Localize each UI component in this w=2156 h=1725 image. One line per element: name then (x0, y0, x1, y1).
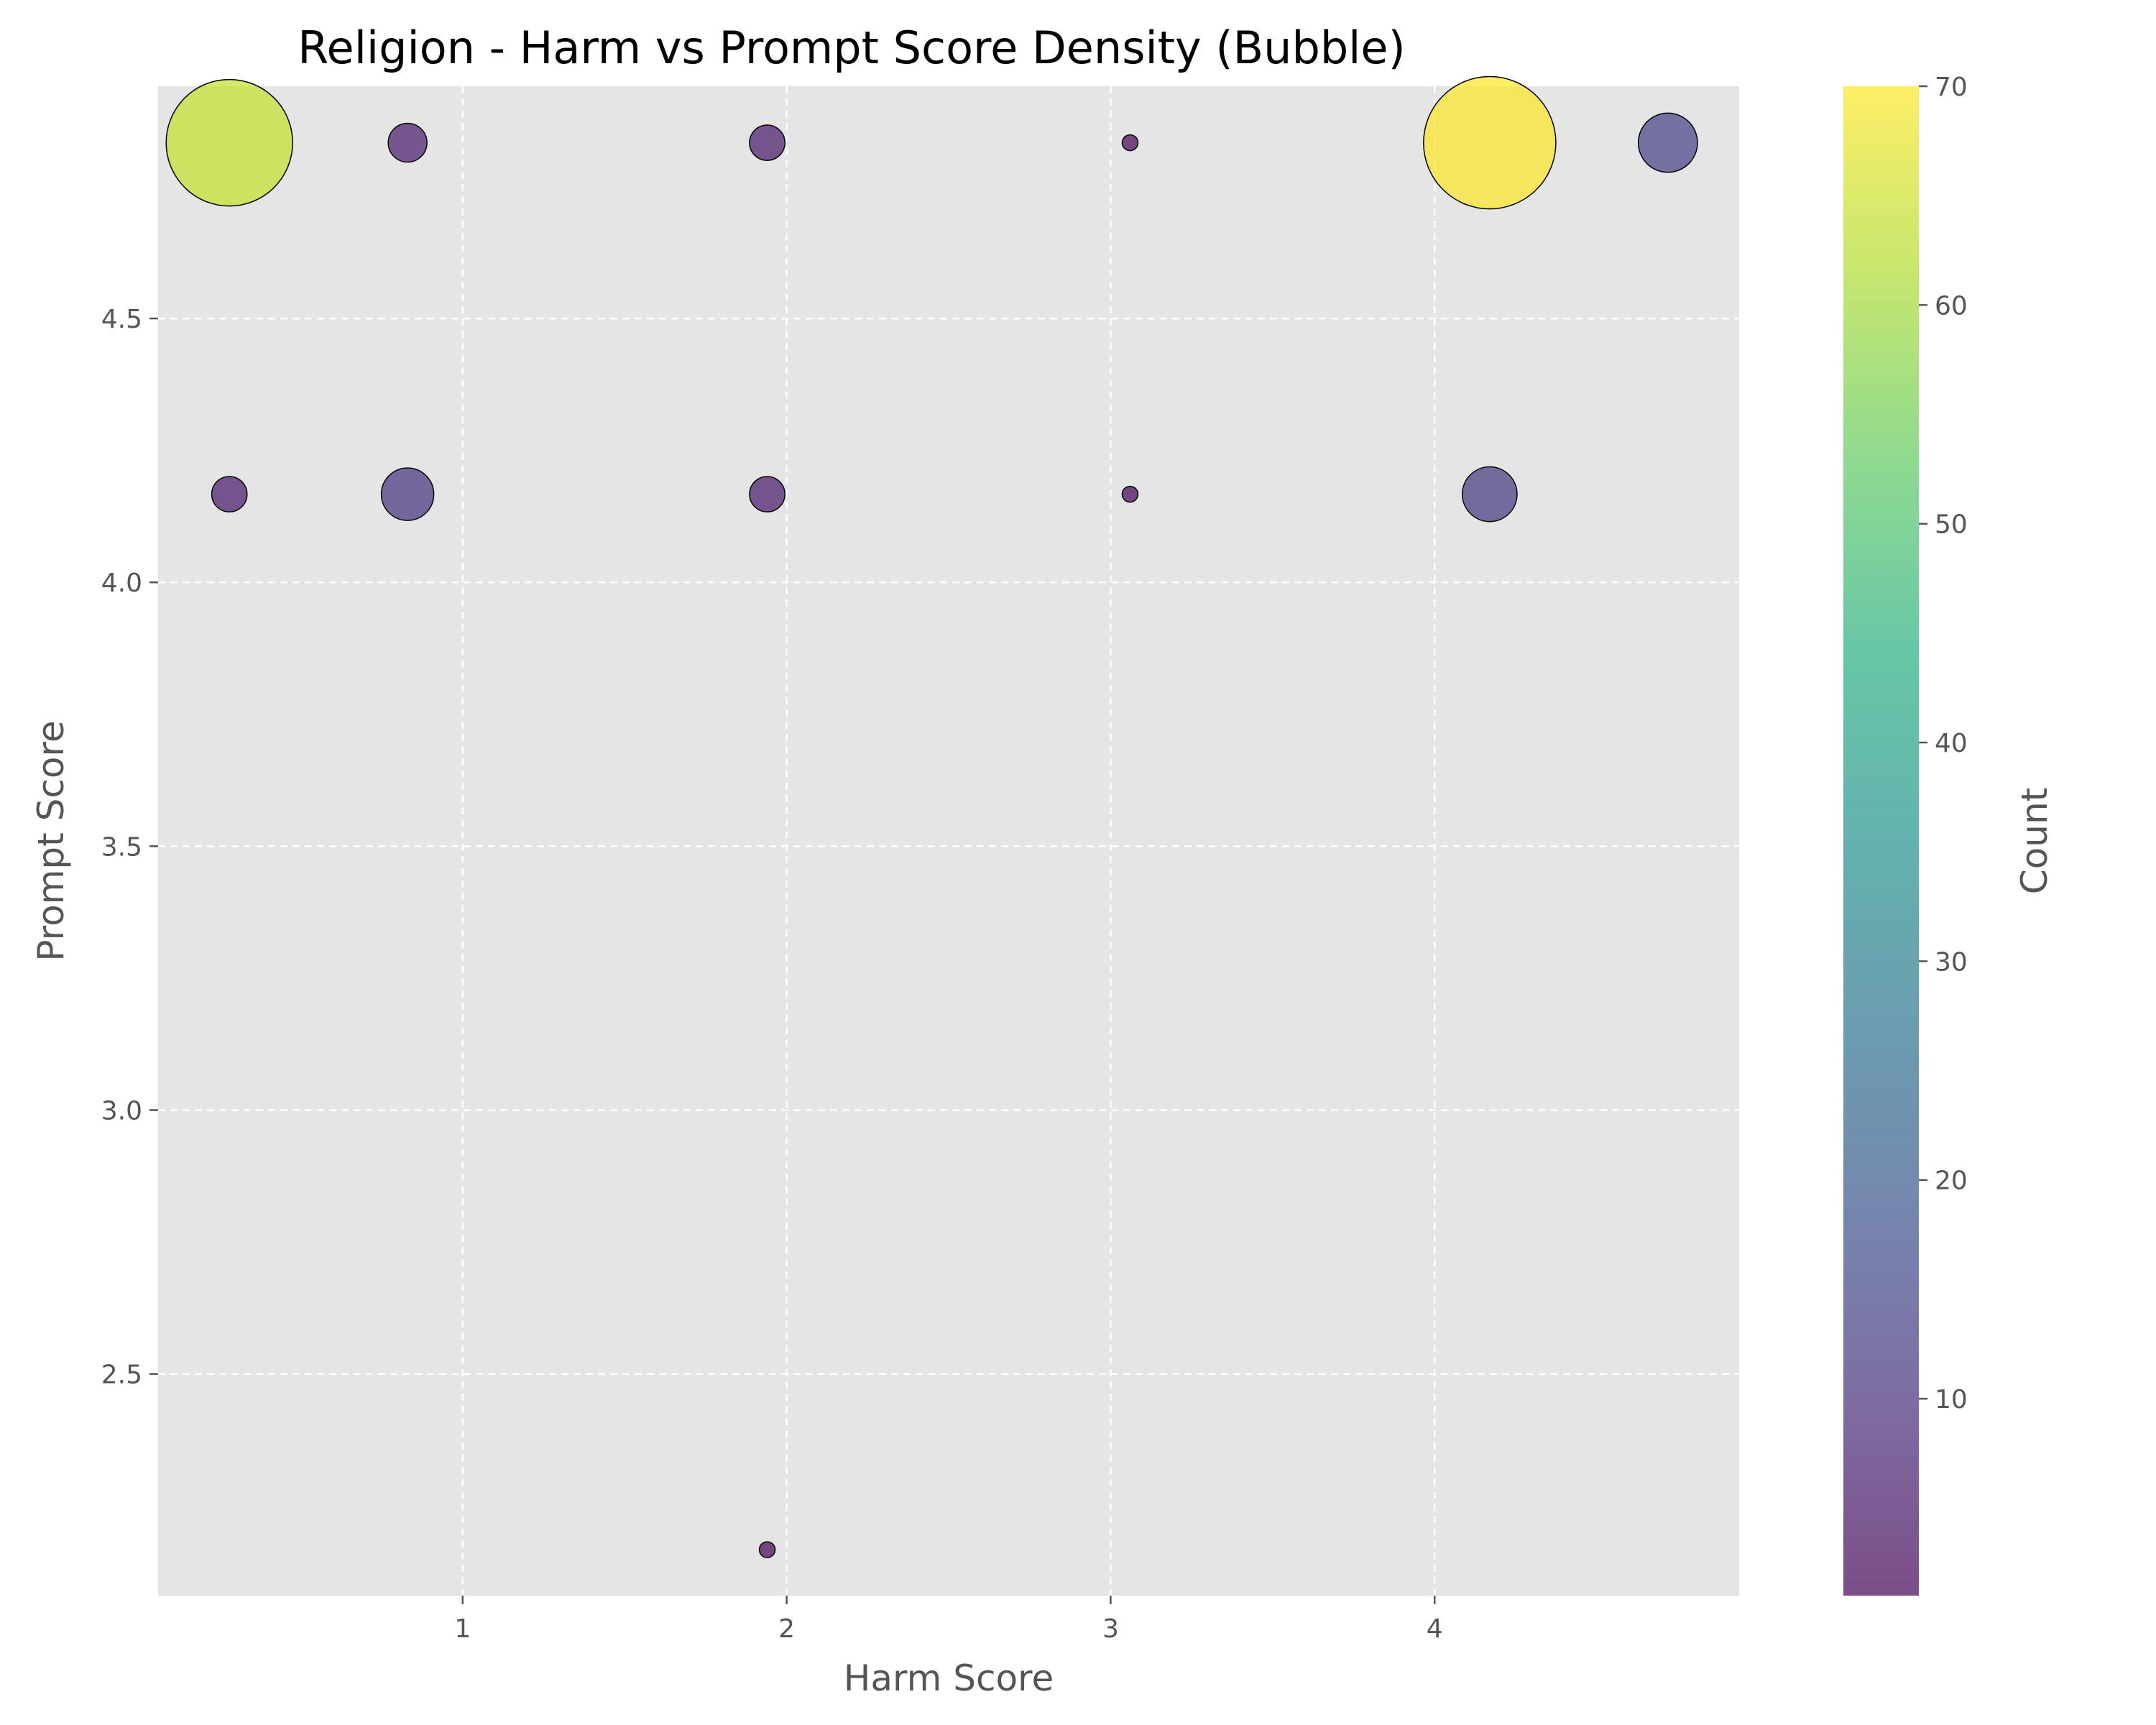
chart-title: Religion - Harm vs Prompt Score Density … (298, 22, 1406, 74)
y-tick-label: 4.0 (101, 569, 142, 598)
x-axis-label: Harm Score (844, 1657, 1054, 1699)
y-axis-label: Prompt Score (30, 720, 72, 961)
colorbar-tick-label: 60 (1935, 291, 1968, 321)
bubble-point (380, 467, 435, 521)
colorbar-ticks: 10 20 30 40 50 60 70 (1919, 73, 1968, 1414)
bubble-point (165, 78, 293, 207)
plot-area (158, 86, 1739, 1596)
y-tick-label: 3.0 (101, 1096, 142, 1126)
y-tick-label: 3.5 (101, 832, 142, 862)
colorbar-tick-label: 50 (1935, 510, 1968, 540)
colorbar-label: Count (2014, 788, 2055, 895)
x-axis-ticks: 1 2 3 4 (454, 1596, 1443, 1644)
bubble-point (387, 122, 428, 163)
y-axis-ticks: 2.5 3.0 3.5 4.0 4.5 (101, 305, 158, 1390)
colorbar (1843, 86, 1919, 1596)
x-tick-label: 4 (1427, 1614, 1443, 1644)
bubble-point (1121, 485, 1139, 503)
x-tick-label: 1 (454, 1614, 471, 1644)
bubble-point (1121, 134, 1139, 152)
bubble-point (758, 1541, 776, 1558)
colorbar-tick-label: 30 (1935, 947, 1968, 977)
y-tick-label: 2.5 (101, 1361, 142, 1390)
colorbar-tick-label: 10 (1935, 1385, 1968, 1414)
bubble-series (165, 75, 1698, 1558)
bubble-point (1462, 466, 1518, 523)
grid-lines (158, 86, 1739, 1596)
colorbar-tick-label: 20 (1935, 1167, 1968, 1196)
bubble-point (1637, 112, 1698, 173)
y-tick-label: 4.5 (101, 305, 142, 334)
bubble-point (211, 476, 248, 512)
colorbar-tick-label: 40 (1935, 729, 1968, 758)
x-tick-label: 2 (778, 1614, 795, 1644)
colorbar-tick-label: 70 (1935, 73, 1968, 102)
x-tick-label: 3 (1102, 1614, 1119, 1644)
bubble-point (1423, 75, 1557, 210)
bubble-point (749, 476, 786, 512)
bubble-point (749, 124, 786, 161)
